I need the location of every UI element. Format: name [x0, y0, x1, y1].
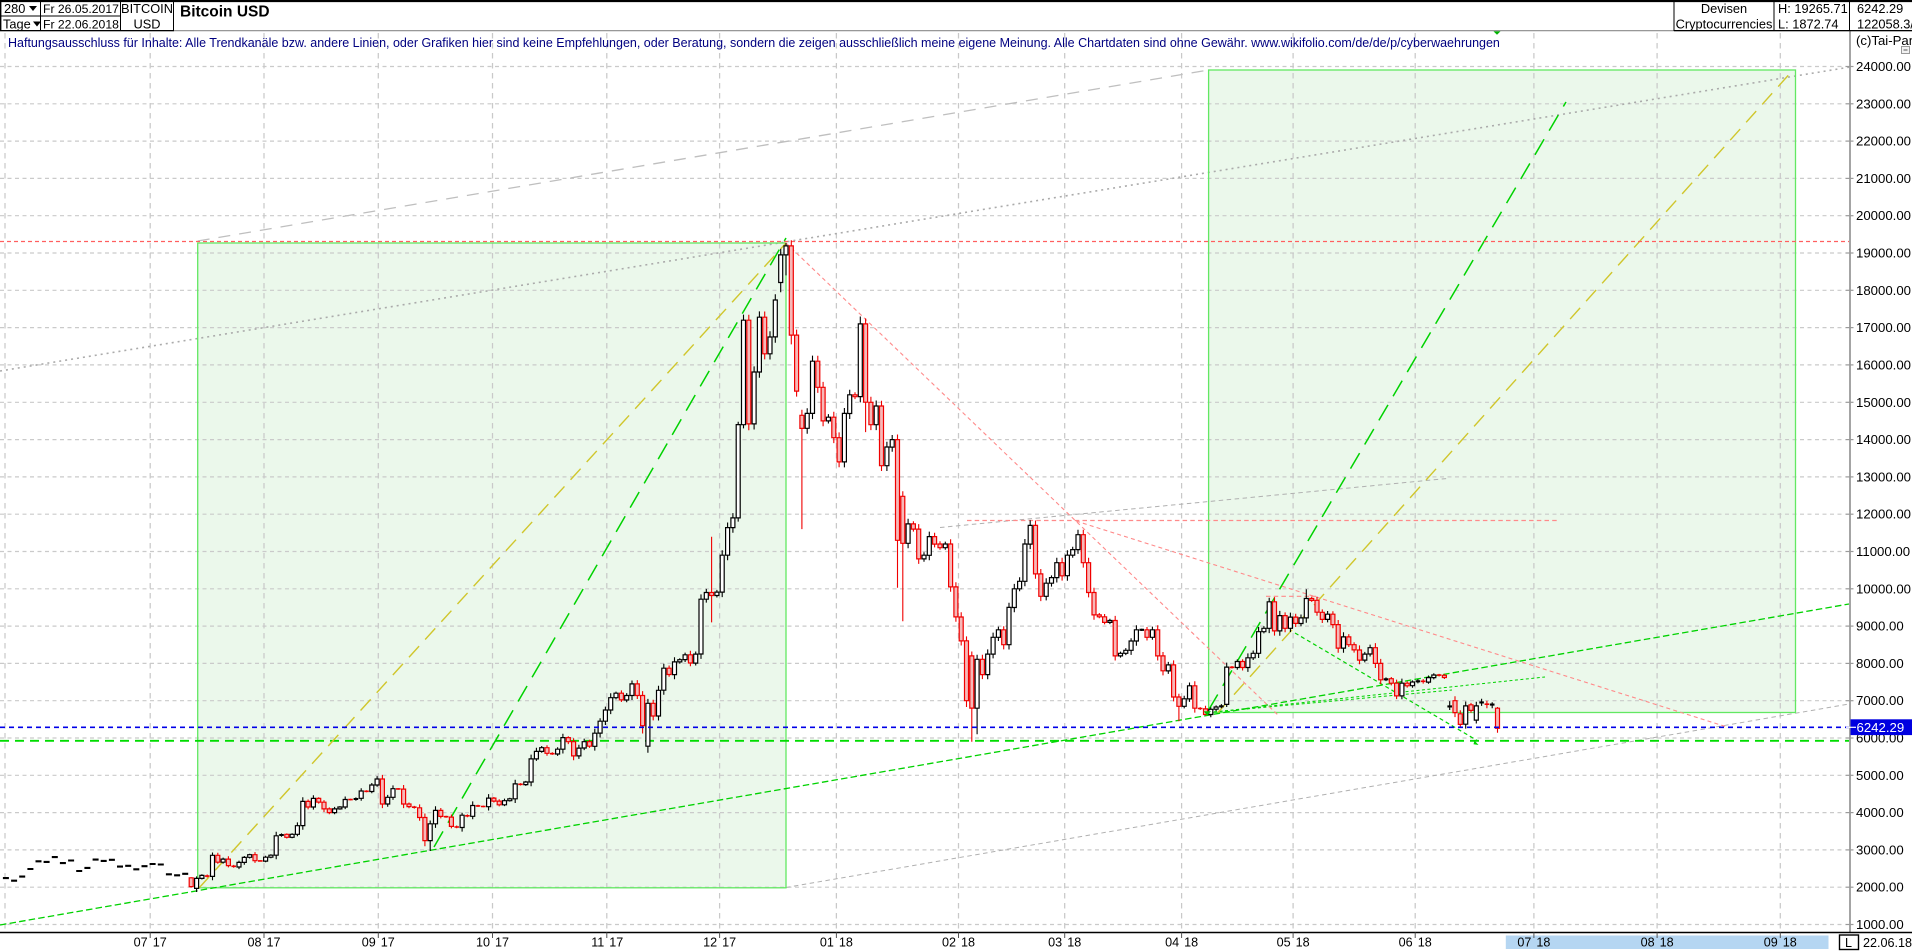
svg-text:04: 04: [1165, 936, 1179, 950]
svg-text:Devisen: Devisen: [1701, 1, 1747, 16]
svg-text:02: 02: [942, 936, 956, 950]
svg-text:21000.00: 21000.00: [1856, 171, 1911, 186]
svg-text:18: 18: [1660, 936, 1674, 950]
svg-text:05: 05: [1277, 936, 1291, 950]
svg-text:280: 280: [4, 1, 25, 16]
svg-text:H: 19265.71: H: 19265.71: [1778, 1, 1848, 16]
svg-text:Fr 26.05.2017: Fr 26.05.2017: [43, 2, 119, 16]
svg-text:13000.00: 13000.00: [1856, 469, 1911, 484]
svg-text:Tage: Tage: [3, 17, 31, 32]
svg-text:17: 17: [267, 936, 281, 950]
svg-text:18: 18: [1418, 936, 1432, 950]
svg-text:17: 17: [381, 936, 395, 950]
svg-text:18000.00: 18000.00: [1856, 283, 1911, 298]
svg-text:14000.00: 14000.00: [1856, 432, 1911, 447]
svg-text:09: 09: [1764, 936, 1778, 950]
svg-text:17000.00: 17000.00: [1856, 320, 1911, 335]
svg-text:USD: USD: [133, 17, 160, 32]
svg-text:01: 01: [820, 936, 834, 950]
svg-text:122058.3/: 122058.3/: [1857, 17, 1912, 32]
svg-text:19000.00: 19000.00: [1856, 246, 1911, 261]
svg-text:18: 18: [1536, 936, 1550, 950]
svg-text:07: 07: [1517, 936, 1531, 950]
svg-text:3000.00: 3000.00: [1856, 842, 1904, 857]
svg-text:6242.29: 6242.29: [1857, 720, 1905, 735]
svg-text:7000.00: 7000.00: [1856, 693, 1904, 708]
svg-text:24000.00: 24000.00: [1856, 59, 1911, 74]
svg-text:08: 08: [247, 936, 261, 950]
svg-text:9000.00: 9000.00: [1856, 619, 1904, 634]
svg-text:L: 1872.74: L: 1872.74: [1778, 17, 1839, 32]
svg-text:11000.00: 11000.00: [1856, 544, 1910, 559]
svg-text:Haftungsausschluss für Inhalte: Haftungsausschluss für Inhalte: Alle Tre…: [8, 36, 1500, 50]
svg-text:12000.00: 12000.00: [1856, 507, 1911, 522]
svg-text:17: 17: [153, 936, 167, 950]
svg-text:8000.00: 8000.00: [1856, 656, 1904, 671]
svg-text:17: 17: [495, 936, 509, 950]
svg-text:03: 03: [1048, 936, 1062, 950]
svg-text:20000.00: 20000.00: [1856, 208, 1911, 223]
svg-text:18: 18: [839, 936, 853, 950]
svg-text:18: 18: [1067, 936, 1081, 950]
svg-text:Bitcoin USD: Bitcoin USD: [180, 4, 270, 21]
svg-text:4000.00: 4000.00: [1856, 805, 1904, 820]
svg-text:Cryptocurrencies: Cryptocurrencies: [1676, 17, 1773, 32]
svg-text:10000.00: 10000.00: [1856, 581, 1911, 596]
svg-text:09: 09: [362, 936, 376, 950]
svg-text:15000.00: 15000.00: [1856, 395, 1911, 410]
svg-text:6242.29: 6242.29: [1857, 1, 1903, 16]
svg-text:23000.00: 23000.00: [1856, 96, 1911, 111]
svg-text:11: 11: [591, 936, 604, 950]
svg-text:17: 17: [609, 936, 623, 950]
svg-text:06: 06: [1399, 936, 1413, 950]
svg-text:18: 18: [1296, 936, 1310, 950]
svg-text:(c)Tai-Pan: (c)Tai-Pan: [1856, 33, 1912, 48]
svg-text:Fr 22.06.2018: Fr 22.06.2018: [43, 18, 119, 32]
svg-text:1000.00: 1000.00: [1856, 917, 1904, 932]
svg-text:22000.00: 22000.00: [1856, 134, 1911, 149]
svg-text:07: 07: [134, 936, 148, 950]
svg-text:BITCOIN: BITCOIN: [121, 1, 173, 16]
svg-text:10: 10: [476, 936, 490, 950]
svg-text:08: 08: [1641, 936, 1655, 950]
svg-text:12: 12: [703, 936, 717, 950]
svg-text:22.06.18: 22.06.18: [1863, 936, 1912, 950]
svg-text:L: L: [1845, 936, 1852, 950]
svg-text:16000.00: 16000.00: [1856, 357, 1911, 372]
svg-text:17: 17: [722, 936, 736, 950]
svg-text:18: 18: [1184, 936, 1198, 950]
svg-text:2000.00: 2000.00: [1856, 880, 1904, 895]
svg-text:18: 18: [1783, 936, 1797, 950]
svg-text:18: 18: [961, 936, 975, 950]
svg-text:5000.00: 5000.00: [1856, 768, 1904, 783]
